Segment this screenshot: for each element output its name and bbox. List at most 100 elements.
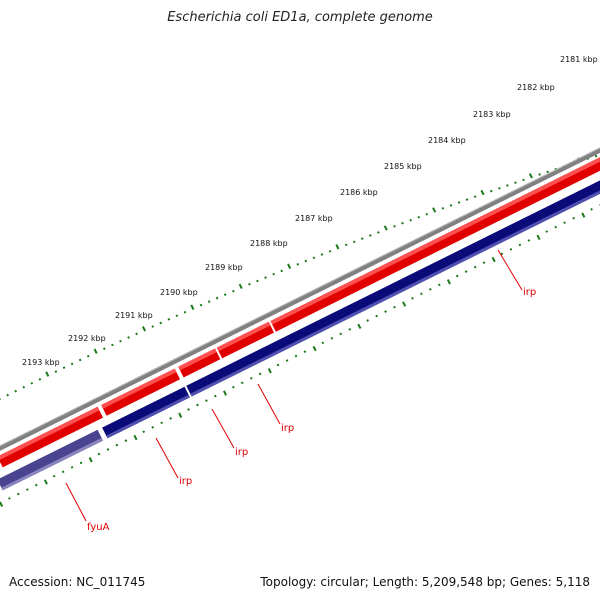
inner-tick [384, 310, 387, 313]
inner-tick [393, 305, 396, 309]
inner-tick [178, 412, 183, 418]
inner-tick [52, 474, 56, 478]
inner-tick [527, 239, 531, 242]
inner-tick [0, 501, 4, 507]
outer-tick [119, 339, 122, 343]
inner-tick [205, 399, 208, 402]
outer-tick [78, 358, 82, 362]
outer-tick [135, 332, 138, 336]
inner-tick [581, 212, 586, 218]
accession-text: Accession: NC_011745 [9, 575, 146, 589]
outer-tick [45, 371, 50, 377]
outer-tick [335, 244, 340, 250]
forward-gene-shine-0 [0, 406, 100, 460]
inner-tick [429, 288, 432, 291]
outer-tick [190, 304, 195, 310]
inner-tick [151, 425, 155, 429]
inner-tick [321, 341, 325, 345]
outer-tick [264, 276, 267, 279]
gene-label-group: irp irp irp irp fyuA [65, 249, 536, 533]
outer-tick [344, 243, 348, 247]
inner-tick [187, 408, 190, 411]
inner-tick [240, 381, 244, 385]
inner-tick [115, 443, 119, 447]
kbp-label: 2191 kbp [115, 311, 153, 320]
forward-gene-shine-2 [178, 348, 217, 371]
outer-tick [175, 314, 179, 318]
outer-tick [449, 204, 453, 207]
inner-tick [8, 497, 11, 500]
inner-tick [43, 479, 48, 485]
inner-tick [267, 368, 272, 374]
inner-tick [17, 492, 20, 496]
outer-tick [93, 348, 98, 354]
outer-tick [498, 186, 501, 190]
outer-tick [489, 189, 493, 193]
outer-tick [62, 366, 66, 370]
outer-tick [248, 282, 251, 286]
inner-tick [411, 296, 414, 300]
kbp-label: 2182 kbp [517, 83, 555, 92]
kbp-label-group: 2181 kbp 2182 kbp 2183 kbp 2184 kbp 2185 kbp… [22, 55, 598, 367]
inner-tick [491, 256, 496, 263]
inner-tick [455, 274, 459, 278]
outer-tick [103, 347, 106, 351]
inner-tick [196, 403, 199, 407]
reverse-strand-track [0, 180, 600, 491]
forward-gene-3 [216, 321, 274, 359]
outer-tick [409, 218, 412, 222]
kbp-label: 2188 kbp [250, 239, 288, 248]
inner-tick [464, 270, 468, 273]
inner-tick [106, 448, 110, 451]
inner-tick [97, 452, 101, 456]
inner-tick [26, 488, 29, 491]
forward-gene-shine-1 [101, 368, 177, 409]
outer-tick [538, 173, 541, 176]
inner-tick [142, 430, 146, 434]
inner-tick [518, 243, 522, 247]
outer-tick [215, 296, 219, 300]
outer-tick [30, 381, 34, 385]
kbp-label: 2184 kbp [428, 136, 466, 145]
outer-tick [151, 325, 155, 328]
kbp-label: 2190 kbp [160, 288, 198, 297]
inner-tick [357, 323, 362, 329]
backbone-highlight [0, 147, 600, 447]
inner-tick [572, 216, 575, 220]
inner-tick [276, 363, 280, 367]
inner-tick [446, 279, 451, 285]
kbp-label: 2193 kbp [22, 358, 60, 367]
outer-tick [522, 178, 525, 182]
outer-tick [287, 263, 292, 269]
backbone-band [0, 148, 600, 451]
outer-tick [377, 231, 380, 234]
inner-tick [34, 483, 38, 487]
forward-gene-shine-4 [270, 157, 600, 325]
inner-tick-ring [0, 204, 600, 507]
forward-gene-shine-3 [216, 321, 271, 352]
kbp-label: 2183 kbp [473, 110, 511, 119]
forward-gene-2 [178, 348, 221, 378]
outer-tick [432, 207, 437, 213]
kbp-label: 2181 kbp [560, 55, 598, 64]
inner-tick [160, 421, 163, 425]
gene-leader-line [211, 408, 235, 449]
outer-tick [296, 262, 300, 266]
outer-tick [425, 212, 429, 216]
outer-tick [232, 289, 235, 293]
outer-tick [594, 154, 598, 158]
outer-tick [528, 173, 533, 179]
kbp-label: 2186 kbp [340, 188, 378, 197]
inner-tick [124, 439, 128, 442]
inner-tick [402, 301, 407, 307]
kbp-label: 2185 kbp [384, 162, 422, 171]
outer-tick [473, 195, 477, 199]
outer-tick [54, 370, 58, 373]
outer-tick [127, 336, 130, 339]
inner-tick [554, 225, 558, 229]
inner-tick [232, 385, 235, 389]
gene-leader-line [497, 249, 523, 291]
reverse-gene-2 [186, 180, 600, 397]
inner-tick [536, 234, 541, 241]
